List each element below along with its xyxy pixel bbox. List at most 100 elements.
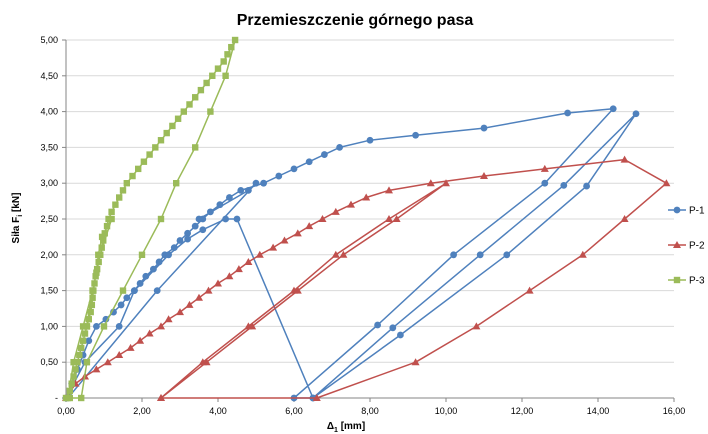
data-point-p-1	[150, 265, 157, 273]
data-point-p-1	[541, 179, 549, 187]
y-axis-label-unit: [kN]	[11, 193, 22, 215]
data-point-p-3	[197, 86, 205, 94]
data-point-p-2	[103, 358, 112, 366]
data-point-p-2	[204, 286, 213, 294]
data-point-p-1	[184, 229, 192, 237]
data-point-p-1	[503, 251, 511, 259]
data-point-p-3	[97, 251, 104, 258]
data-point-p-3	[169, 122, 176, 130]
data-point-p-3	[87, 308, 94, 316]
data-point-p-1	[275, 172, 283, 180]
data-point-p-1	[131, 287, 138, 294]
data-point-p-2	[385, 215, 393, 222]
data-point-p-2	[305, 222, 314, 230]
data-point-p-3	[207, 108, 214, 115]
data-point-p-2	[234, 265, 243, 273]
data-point-p-3	[70, 373, 77, 380]
data-point-p-1	[252, 179, 260, 187]
legend: P-1 P-2 P-3	[668, 206, 705, 287]
data-point-p-1	[115, 323, 123, 330]
data-point-p-1	[389, 324, 397, 332]
data-point-p-3	[79, 323, 87, 330]
data-point-p-2	[662, 179, 671, 187]
data-point-p-1	[632, 110, 640, 118]
data-point-p-3	[70, 359, 77, 366]
legend-item-p-3: P-3	[668, 276, 705, 287]
data-point-p-3	[108, 208, 115, 216]
data-point-p-1	[117, 301, 125, 309]
data-point-p-1	[153, 287, 161, 294]
data-point-p-3	[157, 137, 165, 144]
data-point-p-2	[202, 358, 211, 366]
y-tick-label: 5,00	[40, 35, 58, 45]
data-point-p-1	[170, 244, 178, 252]
data-point-p-1	[207, 208, 214, 216]
data-point-p-2	[157, 322, 165, 330]
data-point-p-3	[88, 301, 96, 309]
data-point-p-3	[157, 215, 165, 223]
data-point-p-1	[142, 272, 150, 280]
data-point-p-3	[68, 380, 75, 387]
data-point-p-1	[480, 124, 488, 132]
data-point-p-3	[163, 129, 170, 137]
legend-label-p-3: P-3	[689, 276, 705, 287]
x-tick-label: 0,00	[57, 406, 75, 416]
y-axis-label-main: Siła F	[11, 217, 22, 244]
data-point-p-3	[83, 323, 91, 330]
x-axis-label-main: Δ	[327, 421, 334, 432]
data-point-p-3	[92, 273, 99, 280]
data-point-p-1	[374, 321, 381, 329]
data-point-p-2	[269, 243, 278, 251]
legend-label-p-2: P-2	[689, 241, 705, 252]
data-point-p-3	[76, 351, 83, 359]
data-point-p-3	[138, 251, 146, 258]
gridlines	[66, 39, 674, 363]
data-point-p-2	[293, 229, 302, 237]
data-point-p-1	[176, 237, 184, 244]
x-tick-label: 6,00	[285, 406, 303, 416]
data-point-p-3	[192, 94, 199, 101]
data-point-p-1	[260, 179, 267, 187]
data-point-p-3	[152, 144, 159, 151]
data-point-p-2	[176, 308, 184, 316]
data-point-p-2	[331, 207, 340, 215]
data-point-p-1	[136, 280, 144, 287]
data-point-p-3	[101, 230, 108, 237]
data-point-p-1	[199, 226, 207, 234]
data-point-p-2	[126, 343, 135, 351]
data-series	[62, 36, 671, 402]
data-point-p-1	[450, 251, 457, 259]
y-tick-label: 3,00	[40, 178, 58, 188]
data-point-p-2	[115, 351, 124, 359]
data-point-p-3	[74, 359, 81, 366]
data-point-p-1	[233, 215, 241, 223]
data-point-p-3	[81, 330, 89, 337]
data-point-p-2	[426, 179, 435, 187]
data-point-p-2	[214, 279, 222, 287]
data-point-p-3	[220, 58, 227, 65]
x-tick-label: 12,00	[511, 406, 534, 416]
data-point-p-2	[339, 250, 348, 258]
x-tick-labels: 0,00 2,00 4,00 6,00 8,00 10,00 12,00 14,00 16,00	[57, 406, 685, 416]
data-point-p-3	[89, 294, 96, 301]
x-axis-label-sub: 1	[334, 427, 338, 434]
data-point-p-2	[540, 164, 549, 172]
data-point-p-1	[609, 105, 617, 113]
data-point-p-2	[347, 200, 355, 208]
data-point-p-3	[91, 280, 98, 287]
data-point-p-2	[392, 215, 401, 222]
y-tick-label: 2,50	[40, 214, 58, 224]
data-point-p-3	[222, 72, 229, 79]
data-point-p-2	[280, 236, 289, 244]
y-tick-label: 2,00	[40, 250, 58, 260]
data-point-p-1	[226, 194, 233, 201]
y-axis-label: Siła Fi [kN]	[11, 193, 24, 244]
data-point-p-1	[222, 215, 230, 223]
data-point-p-2	[185, 300, 194, 308]
data-point-p-1	[85, 337, 93, 345]
y-tick-label: 0,50	[40, 357, 58, 367]
data-point-p-2	[480, 172, 488, 180]
data-point-p-3	[83, 359, 91, 366]
data-point-p-3	[112, 201, 119, 208]
y-axis-label-sub: i	[17, 215, 24, 217]
